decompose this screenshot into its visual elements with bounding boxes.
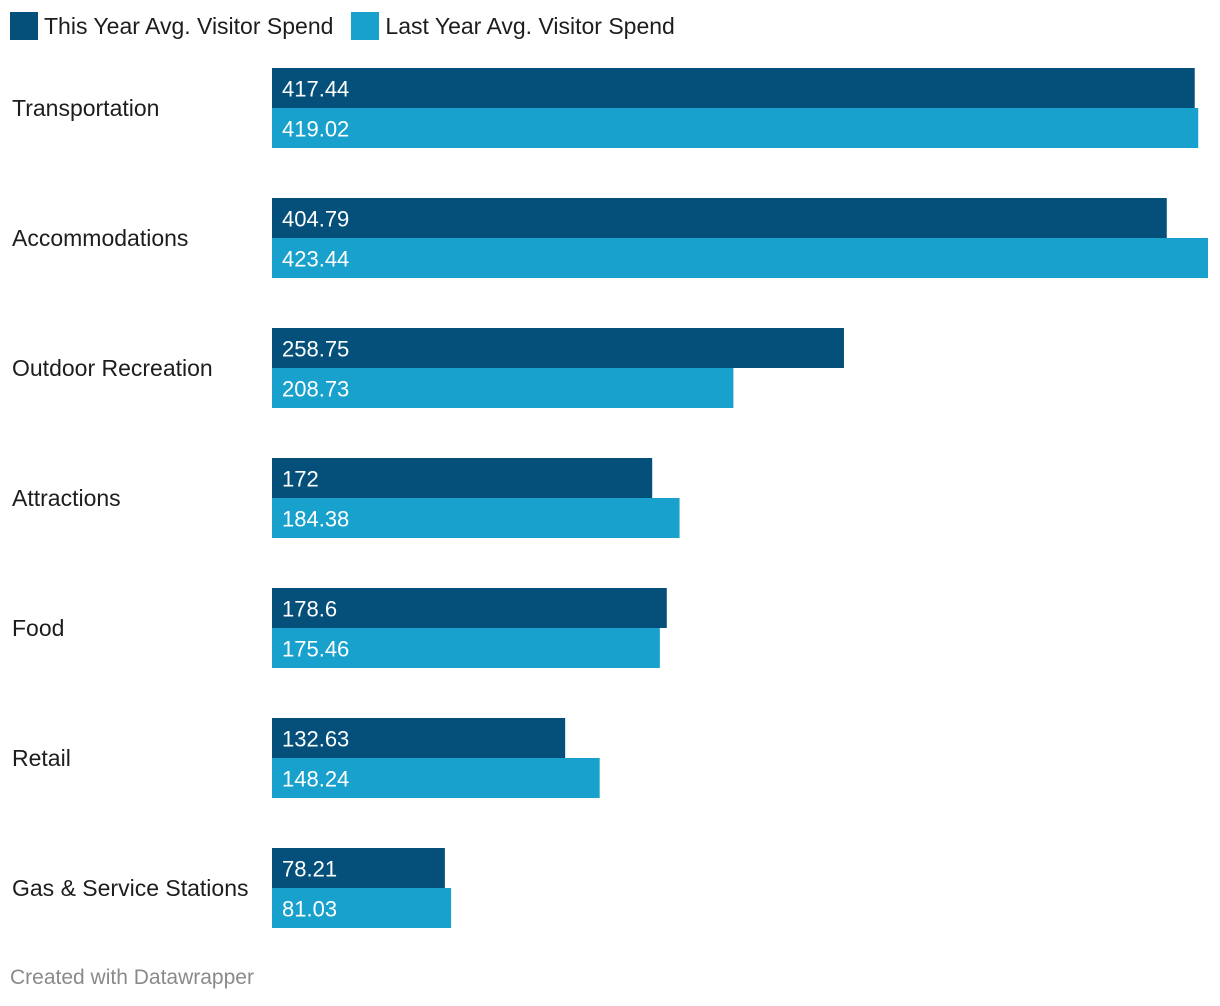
legend-swatch-last-year [351, 12, 380, 40]
bar-last-year-retail [272, 758, 600, 798]
legend-item-last-year: Last Year Avg. Visitor Spend [351, 12, 675, 40]
bar-last-year-attractions [272, 498, 680, 538]
bar-last-year-accommodations [272, 238, 1208, 278]
bar-this-year-attractions [272, 458, 653, 498]
bar-last-year-gas-and-service-stations [272, 888, 452, 928]
category-label-outdoor-recreation: Outdoor Recreation [12, 355, 213, 381]
bar-this-year-food [272, 588, 667, 628]
value-label-this-year-gas-and-service-stations: 78.21 [282, 857, 337, 882]
value-label-last-year-food: 175.46 [282, 637, 349, 662]
value-label-this-year-accommodations: 404.79 [282, 207, 349, 232]
legend-swatch-this-year [10, 12, 38, 40]
legend: This Year Avg. Visitor Spend Last Year A… [10, 10, 693, 42]
value-label-last-year-gas-and-service-stations: 81.03 [282, 897, 337, 922]
value-label-last-year-transportation: 419.02 [282, 117, 349, 142]
bar-this-year-accommodations [272, 198, 1167, 238]
legend-label-last-year: Last Year Avg. Visitor Spend [385, 12, 675, 39]
legend-label-this-year: This Year Avg. Visitor Spend [44, 12, 334, 39]
category-label-retail: Retail [12, 745, 71, 771]
category-label-food: Food [12, 615, 64, 641]
category-label-gas-and-service-stations: Gas & Service Stations [12, 875, 249, 901]
value-label-last-year-outdoor-recreation: 208.73 [282, 377, 349, 402]
bar-last-year-food [272, 628, 660, 668]
bar-this-year-outdoor-recreation [272, 328, 844, 368]
value-label-this-year-transportation: 417.44 [282, 77, 349, 102]
bar-last-year-outdoor-recreation [272, 368, 734, 408]
value-label-last-year-attractions: 184.38 [282, 507, 349, 532]
category-label-attractions: Attractions [12, 485, 121, 511]
footer-credit: Created with Datawrapper [10, 966, 254, 989]
bar-this-year-transportation [272, 68, 1195, 108]
value-label-this-year-outdoor-recreation: 258.75 [282, 337, 349, 362]
value-label-last-year-retail: 148.24 [282, 767, 349, 792]
value-label-last-year-accommodations: 423.44 [282, 247, 349, 272]
value-label-this-year-attractions: 172 [282, 467, 319, 492]
value-label-this-year-food: 178.6 [282, 597, 337, 622]
value-label-this-year-retail: 132.63 [282, 727, 349, 752]
bar-this-year-retail [272, 718, 566, 758]
bar-this-year-gas-and-service-stations [272, 848, 445, 888]
legend-item-this-year: This Year Avg. Visitor Spend [10, 12, 333, 40]
bar-last-year-transportation [272, 108, 1199, 148]
category-label-transportation: Transportation [12, 95, 159, 121]
category-label-accommodations: Accommodations [12, 225, 188, 251]
